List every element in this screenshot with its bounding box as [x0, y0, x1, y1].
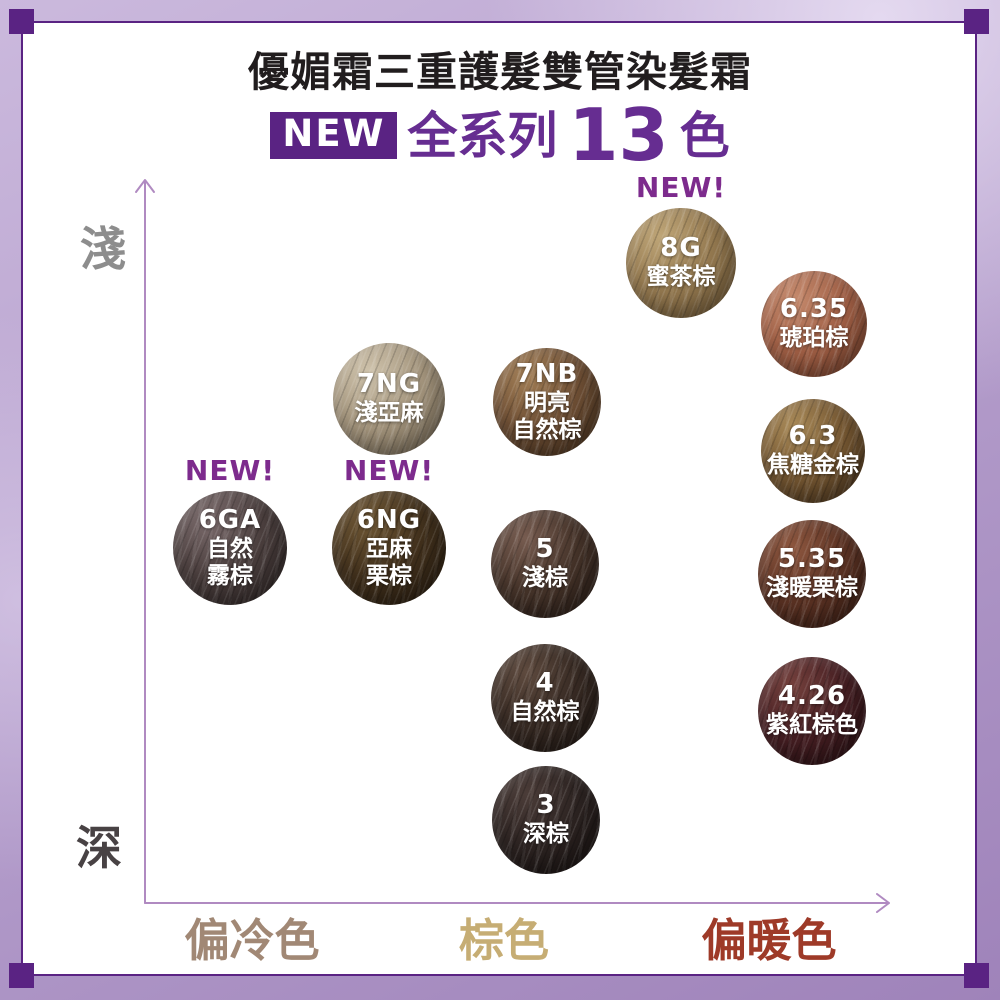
swatch-4: 4 自然棕: [491, 644, 599, 752]
hair-swatch-photo: 8G 蜜茶棕: [626, 208, 736, 318]
x-axis-arrow: [876, 893, 890, 913]
swatch-6.35: 6.35 琥珀棕: [761, 271, 867, 377]
swatch-name: 淺棕: [522, 565, 568, 592]
hair-swatch-photo: 4 自然棕: [491, 644, 599, 752]
y-axis-arrow: [135, 179, 155, 193]
swatch-label: 5 淺棕: [522, 535, 568, 592]
swatch-label: 4 自然棕: [511, 669, 580, 726]
series-count: 13: [568, 93, 669, 178]
swatch-code: 3: [536, 790, 556, 821]
series-prefix: 全系列: [407, 106, 558, 165]
swatch-code: 7NB: [515, 358, 579, 389]
hair-swatch-photo: 7NG 淺亞麻: [333, 343, 445, 455]
swatch-label: 5.35 淺暖栗棕: [766, 545, 858, 602]
hair-swatch-photo: 6.35 琥珀棕: [761, 271, 867, 377]
new-label: NEW!: [635, 171, 727, 204]
swatch-name: 自然 霧棕: [207, 535, 253, 589]
swatch-label: 6.35 琥珀棕: [780, 295, 849, 352]
product-title: 優媚霜三重護髮雙管染髮霜: [248, 48, 752, 96]
swatch-6GA: NEW! 6GA 自然 霧棕: [173, 454, 287, 605]
swatch-label: 6.3 焦糖金棕: [767, 422, 859, 479]
swatch-name: 紫紅棕色: [766, 712, 858, 739]
swatch-code: 6NG: [356, 504, 422, 535]
swatch-label: 7NB 明亮 自然棕: [512, 358, 582, 444]
swatch-name: 亞麻 栗棕: [365, 535, 412, 589]
hair-swatch-photo: 5.35 淺暖栗棕: [758, 520, 866, 628]
subtitle: NEW 全系列 13 色: [0, 93, 1000, 178]
hair-swatch-photo: 3 深棕: [492, 766, 600, 874]
swatch-code: 8G: [660, 233, 702, 264]
swatch-8G: NEW! 8G 蜜茶棕: [626, 171, 736, 318]
x-axis-label-brown: 棕色: [458, 914, 550, 967]
swatch-code: 7NG: [356, 369, 422, 400]
new-label: NEW!: [343, 454, 435, 487]
swatch-label: 3 深棕: [523, 791, 569, 848]
swatch-name: 焦糖金棕: [767, 452, 859, 479]
swatch-3: 3 深棕: [492, 766, 600, 874]
series-suffix: 色: [679, 106, 730, 165]
swatch-code: 6.3: [788, 421, 838, 452]
swatch-label: 4.26 紫紅棕色: [766, 682, 858, 739]
y-axis-top-label: 淺: [80, 222, 126, 276]
swatch-6.3: 6.3 焦糖金棕: [761, 399, 865, 503]
swatch-label: 6GA 自然 霧棕: [198, 504, 262, 590]
swatch-name: 淺亞麻: [354, 400, 424, 427]
swatch-name: 自然棕: [510, 699, 580, 726]
y-axis-bottom-label: 深: [76, 821, 122, 875]
hair-swatch-photo: 4.26 紫紅棕色: [758, 657, 866, 765]
corner-accent-square: [964, 963, 989, 988]
swatch-label: 7NG 淺亞麻: [355, 370, 424, 427]
corner-accent-square: [9, 9, 34, 34]
swatch-4.26: 4.26 紫紅棕色: [758, 657, 866, 765]
corner-accent-square: [964, 9, 989, 34]
swatch-name: 明亮 自然棕: [512, 389, 582, 443]
swatch-code: 6GA: [198, 504, 262, 535]
new-label: NEW!: [184, 454, 276, 487]
swatch-5.35: 5.35 淺暖栗棕: [758, 520, 866, 628]
swatch-label: 8G 蜜茶棕: [647, 234, 716, 291]
header: 優媚霜三重護髮雙管染髮霜 NEW 全系列 13 色: [0, 48, 1000, 178]
swatch-7NB: 7NB 明亮 自然棕: [493, 348, 601, 456]
x-axis-label-cool: 偏冷色: [184, 914, 320, 967]
x-axis-label-warm: 偏暖色: [701, 914, 837, 967]
swatch-code: 5: [535, 534, 555, 565]
swatch-name: 蜜茶棕: [646, 264, 716, 291]
swatch-name: 淺暖栗棕: [766, 575, 858, 602]
swatch-7NG: 7NG 淺亞麻: [333, 343, 445, 455]
swatch-code: 6.35: [779, 294, 849, 325]
swatch-code: 4: [535, 668, 555, 699]
swatch-name: 深棕: [523, 821, 569, 848]
hair-swatch-photo: 6.3 焦糖金棕: [761, 399, 865, 503]
hair-swatch-photo: 6GA 自然 霧棕: [173, 491, 287, 605]
hair-swatch-photo: 6NG 亞麻 栗棕: [332, 491, 446, 605]
swatch-5: 5 淺棕: [491, 510, 599, 618]
swatch-name: 琥珀棕: [779, 325, 849, 352]
swatch-label: 6NG 亞麻 栗棕: [356, 504, 422, 590]
corner-accent-square: [9, 963, 34, 988]
new-badge: NEW: [270, 112, 398, 160]
swatch-6NG: NEW! 6NG 亞麻 栗棕: [332, 454, 446, 605]
hair-swatch-photo: 5 淺棕: [491, 510, 599, 618]
hair-swatch-photo: 7NB 明亮 自然棕: [493, 348, 601, 456]
swatch-code: 4.26: [777, 681, 847, 712]
swatch-code: 5.35: [777, 544, 847, 575]
